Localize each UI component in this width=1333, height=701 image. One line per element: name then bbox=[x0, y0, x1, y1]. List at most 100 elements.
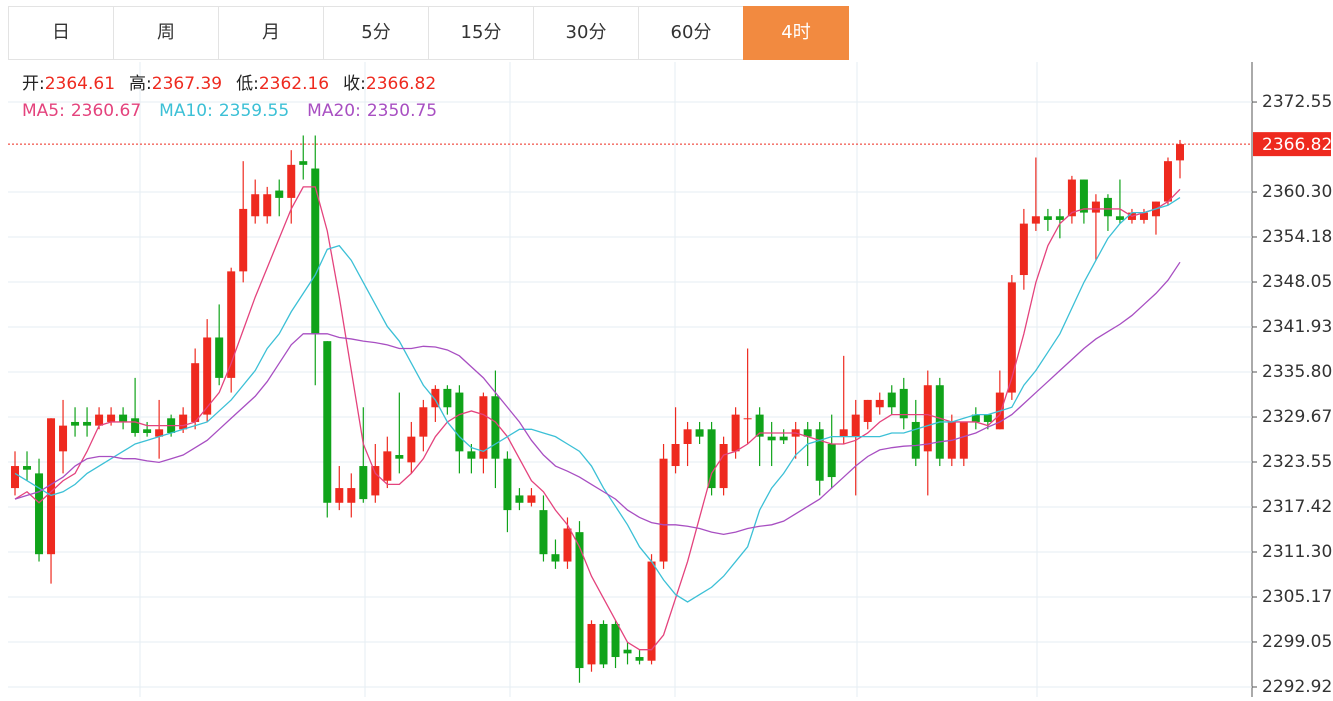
candle-body bbox=[671, 443, 680, 467]
candle-body bbox=[815, 429, 824, 481]
candle-body bbox=[383, 451, 392, 481]
candle-body bbox=[911, 421, 920, 459]
candle-body bbox=[11, 466, 20, 489]
candle-body bbox=[1091, 201, 1100, 213]
candle-body bbox=[719, 443, 728, 489]
candle-body bbox=[503, 458, 512, 511]
y-tick-label: 2335.80 bbox=[1262, 362, 1332, 382]
candle-body bbox=[731, 414, 740, 452]
period-tab[interactable]: 60分 bbox=[638, 6, 744, 60]
candle-body bbox=[851, 414, 860, 437]
candle-body bbox=[23, 466, 32, 470]
candle-body bbox=[275, 190, 284, 198]
ohlc-separator: : bbox=[146, 74, 152, 94]
candle-body bbox=[431, 388, 440, 408]
candle-body bbox=[215, 337, 224, 378]
candle-body bbox=[83, 421, 92, 426]
candle-body bbox=[803, 429, 812, 437]
period-tab[interactable]: 30分 bbox=[533, 6, 639, 60]
candle-body bbox=[983, 414, 992, 422]
ohlc-value: 2367.39 bbox=[152, 74, 222, 94]
period-tab[interactable]: 月 bbox=[218, 6, 324, 60]
candle-body bbox=[287, 164, 296, 198]
candle-body bbox=[923, 385, 932, 452]
period-tab[interactable]: 15分 bbox=[428, 6, 534, 60]
candle-body bbox=[683, 429, 692, 444]
candle-body bbox=[227, 271, 236, 378]
candle-body bbox=[779, 436, 788, 441]
ohlc-value: 2366.82 bbox=[366, 74, 436, 94]
candle-body bbox=[1043, 216, 1052, 220]
candle-body bbox=[95, 414, 104, 426]
candle-body bbox=[563, 528, 572, 562]
period-tab[interactable]: 5分 bbox=[323, 6, 429, 60]
candle-body bbox=[647, 561, 656, 661]
candle-body bbox=[479, 396, 488, 459]
candle-body bbox=[359, 466, 368, 500]
candle-body bbox=[203, 337, 212, 415]
candle-body bbox=[899, 388, 908, 419]
candle-body bbox=[707, 429, 716, 489]
last-price-label: 2366.82 bbox=[1262, 135, 1332, 155]
candle-body bbox=[1007, 282, 1016, 393]
candle-body bbox=[767, 436, 776, 441]
ma-legend-name: MA20 bbox=[307, 101, 355, 121]
candle-body bbox=[755, 414, 764, 437]
candle-body bbox=[119, 414, 128, 422]
candle-body bbox=[611, 623, 620, 658]
candle-body bbox=[107, 414, 116, 422]
last-price-box bbox=[1253, 132, 1331, 157]
candle-body bbox=[467, 451, 476, 459]
candle-body bbox=[971, 414, 980, 422]
y-tick-label: 2311.30 bbox=[1262, 542, 1332, 562]
ma-legend-separator: : bbox=[355, 101, 361, 121]
candle-body bbox=[35, 473, 44, 555]
ohlc-value: 2364.61 bbox=[45, 74, 115, 94]
ma-legend-separator: : bbox=[59, 101, 65, 121]
candle-body bbox=[191, 363, 200, 422]
vertical-grid bbox=[139, 62, 1038, 697]
candle-body bbox=[599, 623, 608, 665]
candle-body bbox=[635, 657, 644, 661]
y-tick-label: 2372.55 bbox=[1262, 92, 1332, 112]
ma-legend-value: 2350.75 bbox=[367, 101, 437, 121]
period-tab[interactable]: 4时 bbox=[743, 6, 849, 60]
ma-legend-value: 2359.55 bbox=[219, 101, 289, 121]
candle-body bbox=[347, 488, 356, 503]
ohlc-separator: : bbox=[360, 74, 366, 94]
y-tick-label: 2341.93 bbox=[1262, 317, 1332, 337]
ohlc-separator: : bbox=[253, 74, 259, 94]
candle-body bbox=[179, 414, 188, 430]
ma-line bbox=[14, 261, 1181, 536]
candle-body bbox=[587, 623, 596, 665]
candle-body bbox=[239, 208, 248, 272]
candle-body bbox=[659, 458, 668, 562]
candle-body bbox=[71, 421, 80, 426]
candle-body bbox=[155, 429, 164, 437]
candle-body bbox=[299, 161, 308, 165]
candle-body bbox=[1019, 223, 1028, 276]
candle-body bbox=[515, 495, 524, 503]
y-tick-label: 2360.30 bbox=[1262, 182, 1332, 202]
y-tick-label: 2292.92 bbox=[1262, 677, 1332, 697]
ohlc-label: 高 bbox=[129, 74, 146, 94]
period-tab[interactable]: 周 bbox=[113, 6, 219, 60]
candle-body bbox=[863, 399, 872, 422]
ma-line bbox=[14, 186, 1181, 651]
candle-body bbox=[371, 466, 380, 496]
period-tab[interactable]: 日 bbox=[8, 6, 114, 60]
ohlc-value: 2362.16 bbox=[259, 74, 329, 94]
ohlc-label: 收 bbox=[343, 74, 360, 94]
candle-body bbox=[959, 421, 968, 459]
candle-body bbox=[1067, 179, 1076, 217]
period-tabs: 日周月 5分 15分 30分 60分 4时 bbox=[8, 6, 849, 60]
candle-body bbox=[59, 425, 68, 452]
candle-body bbox=[491, 396, 500, 459]
candle-body bbox=[455, 392, 464, 452]
candle-body bbox=[539, 510, 548, 555]
ma-legend-name: MA10 bbox=[159, 101, 207, 121]
candle-body bbox=[1175, 144, 1184, 161]
candle-body bbox=[131, 418, 140, 433]
